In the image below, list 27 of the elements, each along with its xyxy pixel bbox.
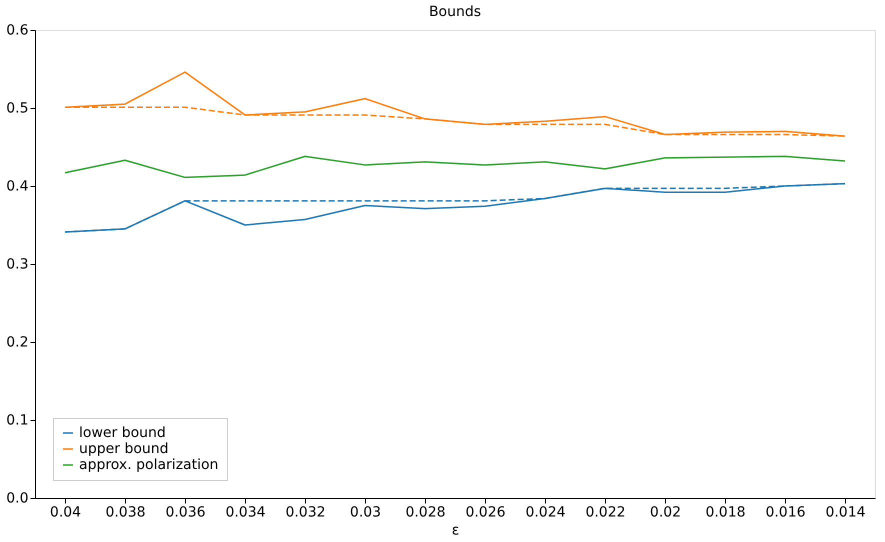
x-tick-label: 0.028 — [405, 504, 446, 520]
x-tick-label: 0.032 — [285, 504, 326, 520]
x-tick-label: 0.036 — [165, 504, 206, 520]
x-tick-label: 0.04 — [50, 504, 82, 520]
line-series — [64, 156, 846, 178]
x-tick-label: 0.034 — [225, 504, 266, 520]
y-tick-label: 0.4 — [6, 178, 29, 194]
y-tick-label: 0.2 — [6, 334, 28, 350]
x-tick-label: 0.03 — [350, 504, 382, 520]
y-tick-label: 0.6 — [6, 22, 29, 38]
x-tick-label: 0.038 — [105, 504, 146, 520]
chart-title: Bounds — [428, 4, 482, 20]
x-tick-label: 0.024 — [525, 504, 566, 520]
y-tick-label: 0.3 — [6, 256, 28, 272]
legend-label: lower bound — [79, 425, 166, 441]
x-axis-title: ε — [452, 522, 460, 538]
y-tick-label: 0.1 — [6, 412, 28, 428]
x-tick-label: 0.022 — [585, 504, 626, 520]
x-tick-label: 0.016 — [765, 504, 806, 520]
y-tick-label: 0.0 — [6, 490, 28, 506]
legend-label: approx. polarization — [79, 457, 218, 473]
x-tick-label: 0.026 — [465, 504, 506, 520]
x-tick-label: 0.02 — [650, 504, 682, 520]
x-tick-label: 0.018 — [705, 504, 746, 520]
x-tick-label: 0.014 — [825, 504, 866, 520]
y-tick-label: 0.5 — [6, 100, 28, 116]
legend-label: upper bound — [79, 441, 169, 457]
